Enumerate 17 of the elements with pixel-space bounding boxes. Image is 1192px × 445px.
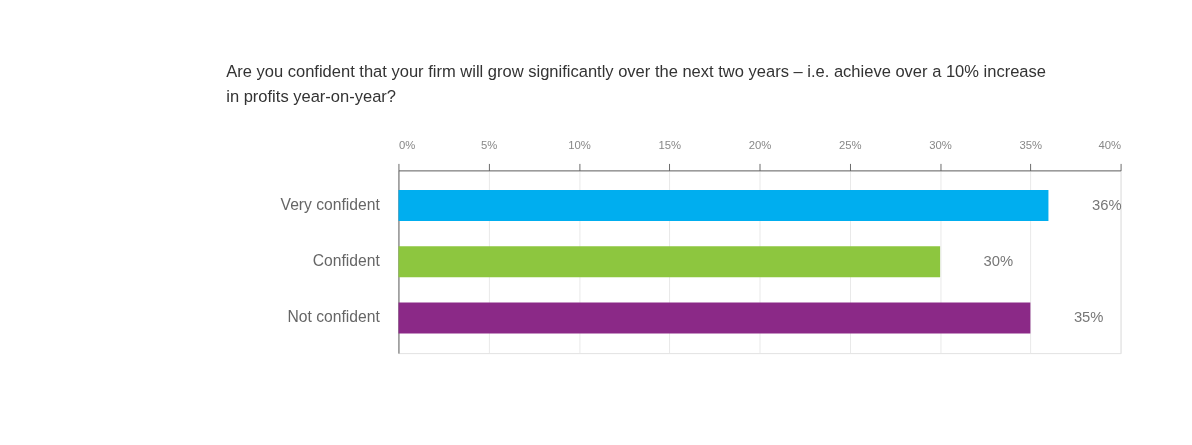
y-tick-label: Very confident	[280, 195, 381, 213]
data-label: 30%	[983, 253, 1014, 270]
y-tick-label: Not confident	[287, 308, 381, 326]
x-tick-label: 20%	[748, 139, 772, 152]
text: in profits year-on-year?	[226, 86, 397, 106]
data-label: 36%	[1091, 196, 1122, 213]
text: Are you confident that your firm will grow significantly over the next two years – i.e. achieve over a 10% increase	[226, 62, 1046, 82]
y-tick-label: Confident	[312, 252, 381, 270]
x-tick-label: 15%	[658, 139, 682, 152]
x-tick-label: 30%	[929, 139, 952, 152]
x-tick-label: 0%	[398, 139, 416, 152]
x-tick-label: 10%	[568, 139, 591, 152]
x-tick-label: 25%	[838, 139, 862, 152]
data-label: 35%	[1073, 309, 1104, 326]
x-tick-label: 5%	[481, 139, 498, 152]
x-tick-label: 35%	[1019, 139, 1043, 152]
x-tick-label: 40%	[1098, 139, 1122, 152]
